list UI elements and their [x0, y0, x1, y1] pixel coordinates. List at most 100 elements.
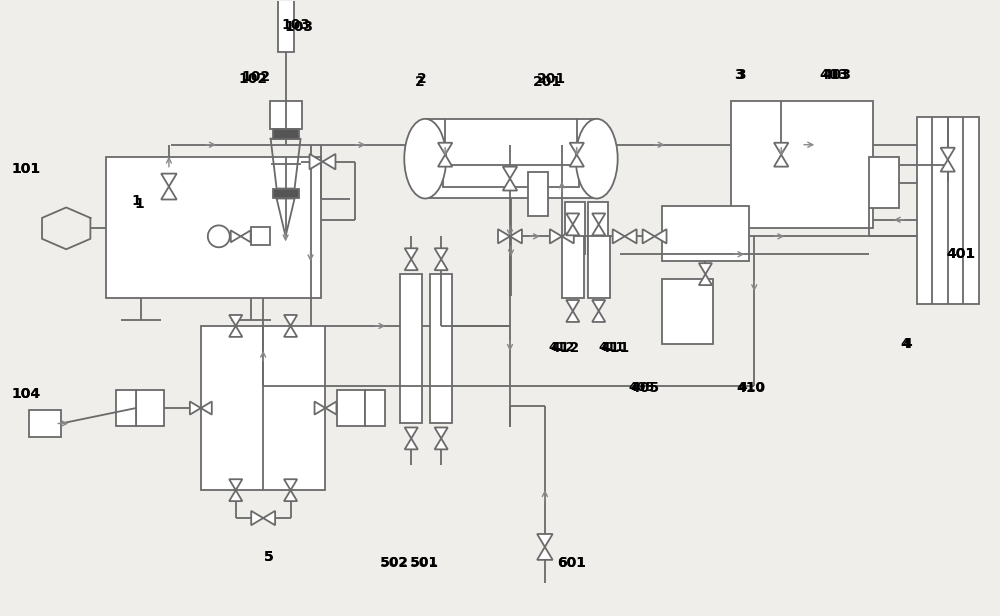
Polygon shape: [284, 479, 297, 490]
Polygon shape: [435, 248, 448, 259]
Polygon shape: [699, 274, 712, 285]
Polygon shape: [251, 511, 263, 525]
Bar: [528, 172, 548, 216]
Text: 401: 401: [946, 247, 975, 261]
Bar: [662, 279, 713, 344]
Text: 1: 1: [131, 195, 141, 208]
Bar: [29, 410, 61, 437]
Bar: [201, 326, 325, 490]
Text: 3: 3: [737, 68, 746, 82]
Polygon shape: [941, 160, 955, 172]
Text: 2: 2: [417, 72, 427, 86]
Polygon shape: [190, 402, 201, 415]
Bar: [136, 390, 164, 426]
Polygon shape: [592, 224, 605, 235]
Text: 3: 3: [735, 68, 744, 82]
Polygon shape: [315, 402, 325, 415]
Bar: [273, 188, 299, 198]
Polygon shape: [405, 259, 418, 270]
Bar: [731, 101, 873, 229]
Text: 201: 201: [533, 75, 562, 89]
Polygon shape: [284, 490, 297, 501]
Polygon shape: [566, 213, 579, 224]
Text: 405: 405: [628, 381, 655, 394]
Polygon shape: [503, 179, 517, 190]
Text: 101: 101: [12, 161, 41, 176]
Polygon shape: [161, 187, 177, 200]
Polygon shape: [229, 326, 242, 337]
Polygon shape: [510, 229, 522, 243]
Polygon shape: [941, 148, 955, 160]
Text: 5: 5: [264, 550, 274, 564]
Text: 104: 104: [12, 387, 41, 400]
Polygon shape: [405, 428, 418, 439]
Text: 5: 5: [264, 550, 274, 564]
Text: 103: 103: [281, 18, 310, 32]
Polygon shape: [774, 143, 788, 155]
Text: 104: 104: [12, 387, 41, 400]
Bar: [869, 156, 899, 208]
Polygon shape: [161, 174, 177, 187]
Text: 403: 403: [820, 68, 849, 82]
Polygon shape: [201, 402, 212, 415]
Bar: [565, 203, 585, 254]
Ellipse shape: [404, 119, 446, 198]
Polygon shape: [613, 229, 625, 243]
Polygon shape: [325, 402, 336, 415]
Text: 411: 411: [599, 341, 625, 354]
Polygon shape: [310, 154, 322, 169]
Polygon shape: [263, 511, 275, 525]
Polygon shape: [284, 326, 297, 337]
Bar: [430, 274, 452, 423]
Polygon shape: [592, 213, 605, 224]
Polygon shape: [438, 143, 452, 155]
Text: 502: 502: [381, 556, 407, 569]
Text: 501: 501: [411, 556, 437, 569]
Polygon shape: [229, 315, 242, 326]
Polygon shape: [322, 154, 335, 169]
Bar: [251, 227, 270, 245]
Bar: [270, 101, 302, 129]
Polygon shape: [284, 315, 297, 326]
Polygon shape: [435, 259, 448, 270]
Bar: [273, 129, 299, 139]
Polygon shape: [537, 534, 553, 547]
Polygon shape: [229, 490, 242, 501]
Text: 411: 411: [600, 341, 629, 355]
Polygon shape: [699, 263, 712, 274]
Text: 502: 502: [380, 556, 409, 570]
Polygon shape: [435, 428, 448, 439]
Polygon shape: [592, 311, 605, 322]
Polygon shape: [566, 311, 579, 322]
Text: 601: 601: [557, 556, 586, 570]
Polygon shape: [231, 230, 241, 242]
Polygon shape: [655, 229, 667, 243]
Text: 102: 102: [241, 70, 270, 84]
Polygon shape: [625, 229, 637, 243]
Text: 201: 201: [537, 72, 566, 86]
Polygon shape: [643, 229, 655, 243]
Text: 410: 410: [737, 381, 766, 395]
Bar: [588, 203, 608, 254]
Bar: [425, 119, 597, 198]
Polygon shape: [405, 439, 418, 449]
Text: 4: 4: [902, 337, 912, 351]
Text: 4: 4: [900, 337, 910, 351]
Polygon shape: [537, 547, 553, 560]
Polygon shape: [503, 167, 517, 179]
Bar: [278, 0, 294, 52]
Circle shape: [208, 225, 230, 247]
Polygon shape: [774, 155, 788, 167]
Text: 1: 1: [134, 198, 144, 211]
Polygon shape: [566, 224, 579, 235]
Bar: [365, 390, 385, 426]
Ellipse shape: [576, 119, 618, 198]
Bar: [662, 206, 749, 261]
Polygon shape: [592, 300, 605, 311]
Bar: [917, 117, 979, 304]
Bar: [400, 274, 422, 423]
Text: 2: 2: [415, 75, 425, 89]
Polygon shape: [241, 230, 251, 242]
Text: 103: 103: [284, 20, 313, 34]
Bar: [106, 156, 321, 298]
